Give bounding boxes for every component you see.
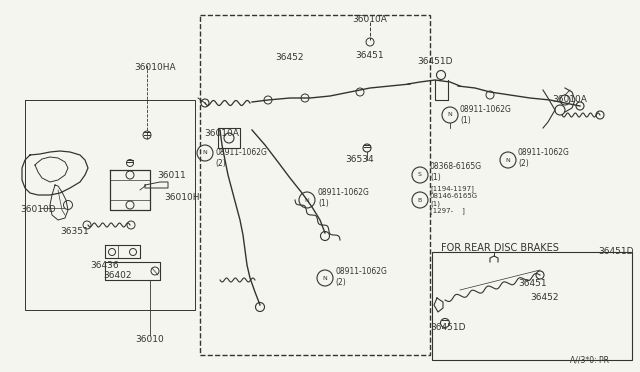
Text: 08911-1062G
(2): 08911-1062G (2) — [335, 267, 387, 287]
Text: 36534: 36534 — [346, 155, 374, 164]
Text: 36010A: 36010A — [205, 128, 239, 138]
Text: 08368-6165G
(1): 08368-6165G (1) — [430, 162, 482, 182]
Text: 36010HA: 36010HA — [134, 64, 176, 73]
Text: A//3*0: PR: A//3*0: PR — [570, 356, 609, 365]
Text: B: B — [418, 198, 422, 202]
Text: 08911-1062G
(1): 08911-1062G (1) — [460, 105, 512, 125]
Text: 08911-1062G
(1): 08911-1062G (1) — [318, 188, 370, 208]
Text: S: S — [418, 173, 422, 177]
Bar — [432, 252, 632, 360]
Text: 36010A: 36010A — [353, 16, 387, 25]
Text: 36011: 36011 — [157, 170, 186, 180]
Text: 36351: 36351 — [61, 228, 90, 237]
Text: 36010H: 36010H — [164, 192, 200, 202]
Text: N: N — [305, 198, 309, 202]
Bar — [200, 15, 430, 355]
Text: 36451: 36451 — [356, 51, 384, 60]
Text: 36451: 36451 — [518, 279, 547, 288]
Text: 36451D: 36451D — [598, 247, 634, 257]
Text: N: N — [447, 112, 452, 118]
Text: 08911-1062G
(2): 08911-1062G (2) — [215, 148, 267, 168]
Text: 36010D: 36010D — [20, 205, 56, 215]
Text: FOR REAR DISC BRAKES: FOR REAR DISC BRAKES — [441, 243, 559, 253]
Text: N: N — [203, 151, 207, 155]
Text: N: N — [323, 276, 328, 280]
Text: 36452: 36452 — [530, 294, 559, 302]
Text: 36402: 36402 — [104, 270, 132, 279]
Text: 08911-1062G
(2): 08911-1062G (2) — [518, 148, 570, 168]
Text: 36452: 36452 — [276, 54, 304, 62]
Text: 36010A: 36010A — [552, 96, 588, 105]
Text: 36451D: 36451D — [430, 324, 466, 333]
Text: [1194-1197]
08146-6165G
(1)
[1297-    ]: [1194-1197] 08146-6165G (1) [1297- ] — [430, 186, 478, 215]
Text: N: N — [506, 157, 510, 163]
Text: 36010: 36010 — [136, 336, 164, 344]
Text: 36451D: 36451D — [417, 58, 452, 67]
Text: 36436: 36436 — [91, 260, 119, 269]
